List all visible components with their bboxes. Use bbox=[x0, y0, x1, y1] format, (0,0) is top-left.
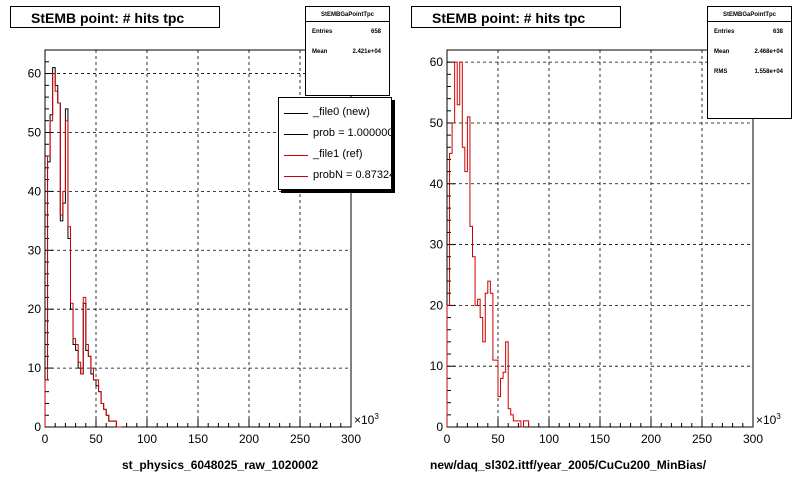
legend-entry-file0: _file0 (new) bbox=[279, 103, 391, 124]
x-tick-label: 50 bbox=[491, 432, 505, 446]
y-tick-label: 50 bbox=[28, 125, 42, 139]
stats-rms-label: RMS bbox=[714, 69, 728, 75]
stats-box-right: StEMBGaPointTpc Entries 638 Mean 2.468e+… bbox=[707, 6, 792, 119]
stats-histogram-name: StEMBGaPointTpc bbox=[306, 7, 389, 22]
legend-entry-prob: prob = 1.000000 bbox=[279, 124, 391, 145]
stats-mean-value: 2.421e+04 bbox=[352, 49, 381, 55]
x-tick-label: 250 bbox=[692, 432, 712, 446]
x-exponent-base: ×10 bbox=[756, 413, 777, 427]
histogram-series-primary bbox=[446, 61, 530, 428]
stats-box-left: StEMBGaPointTpc Entries 658 Mean 2.421e+… bbox=[305, 6, 390, 96]
x-tick-label: 100 bbox=[539, 432, 559, 446]
legend-line-black bbox=[284, 113, 308, 114]
stats-entries-row: Entries 638 bbox=[708, 22, 791, 42]
legend-entry-file1: _file1 (ref) bbox=[279, 145, 391, 166]
legend-line-red bbox=[284, 155, 308, 156]
x-tick-label: 300 bbox=[341, 432, 361, 446]
x-axis-exponent-left: ×103 bbox=[354, 412, 379, 427]
y-tick-label: 20 bbox=[430, 298, 444, 312]
x-tick-label: 100 bbox=[137, 432, 157, 446]
x-axis-title-left: st_physics_6048025_raw_1020002 bbox=[122, 458, 319, 472]
stats-entries-label: Entries bbox=[714, 29, 735, 35]
x-axis-title-right: new/daq_sl302.ittf/year_2005/CuCu200_Min… bbox=[430, 458, 707, 472]
x-exponent-power: 3 bbox=[776, 412, 781, 421]
legend-left: _file0 (new) prob = 1.000000 _file1 (ref… bbox=[278, 97, 392, 190]
legend-line-red bbox=[284, 176, 308, 177]
y-tick-label: 40 bbox=[430, 177, 444, 191]
y-tick-label: 60 bbox=[430, 55, 444, 69]
y-tick-label: 10 bbox=[28, 361, 42, 375]
y-tick-label: 30 bbox=[28, 243, 42, 257]
stats-entries-value: 638 bbox=[772, 29, 783, 35]
legend-label: probN = 0.873243 bbox=[313, 169, 391, 181]
stats-mean-row: Mean 2.468e+04 bbox=[708, 42, 791, 62]
stats-rms-row: RMS 1.558e+04 bbox=[708, 62, 791, 82]
x-tick-label: 0 bbox=[42, 432, 49, 446]
x-tick-label: 150 bbox=[590, 432, 610, 446]
stats-entries-value: 658 bbox=[370, 29, 381, 35]
legend-label: prob = 1.000000 bbox=[313, 127, 392, 139]
x-tick-label: 300 bbox=[743, 432, 763, 446]
y-tick-label: 0 bbox=[436, 420, 443, 434]
y-tick-label: 60 bbox=[28, 67, 42, 81]
stats-histogram-name: StEMBGaPointTpc bbox=[708, 7, 791, 22]
x-tick-label: 0 bbox=[444, 432, 451, 446]
histogram-title-right: StEMB point: # hits tpc bbox=[411, 6, 621, 28]
y-tick-label: 30 bbox=[430, 238, 444, 252]
x-exponent-power: 3 bbox=[374, 412, 379, 421]
y-tick-label: 20 bbox=[28, 302, 42, 316]
x-exponent-base: ×10 bbox=[354, 413, 375, 427]
stats-mean-value: 2.468e+04 bbox=[754, 49, 783, 55]
y-tick-label: 10 bbox=[430, 359, 444, 373]
legend-line-black bbox=[284, 134, 308, 135]
x-axis-exponent-right: ×103 bbox=[756, 412, 781, 427]
x-tick-label: 50 bbox=[89, 432, 103, 446]
stats-mean-row: Mean 2.421e+04 bbox=[306, 42, 389, 62]
histogram-series-secondary bbox=[44, 73, 122, 428]
stats-entries-row: Entries 658 bbox=[306, 22, 389, 42]
stats-entries-label: Entries bbox=[312, 29, 333, 35]
stats-rms-value: 1.558e+04 bbox=[754, 69, 783, 75]
legend-label: _file0 (new) bbox=[313, 106, 370, 118]
y-tick-label: 40 bbox=[28, 184, 42, 198]
x-tick-label: 200 bbox=[641, 432, 661, 446]
x-tick-label: 250 bbox=[290, 432, 310, 446]
stats-mean-label: Mean bbox=[312, 49, 328, 55]
legend-entry-probn: probN = 0.873243 bbox=[279, 166, 391, 187]
x-tick-label: 150 bbox=[188, 432, 208, 446]
histogram-title-left: StEMB point: # hits tpc bbox=[10, 6, 220, 28]
stats-mean-label: Mean bbox=[714, 49, 730, 55]
y-tick-label: 0 bbox=[34, 420, 41, 434]
x-tick-label: 200 bbox=[239, 432, 259, 446]
legend-label: _file1 (ref) bbox=[313, 148, 363, 160]
y-tick-label: 50 bbox=[430, 116, 444, 130]
